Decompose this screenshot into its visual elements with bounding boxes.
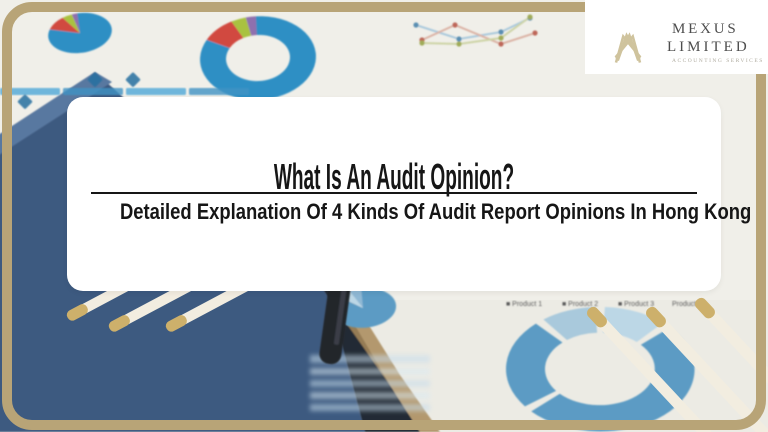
svg-text:■ Product 1: ■ Product 1	[506, 301, 542, 308]
svg-text:■ Product 3: ■ Product 3	[618, 301, 654, 308]
